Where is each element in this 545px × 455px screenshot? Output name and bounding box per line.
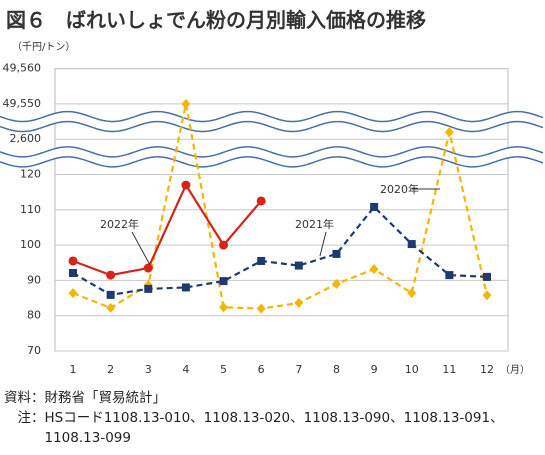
x-tick-label: 2 — [107, 363, 114, 376]
note-row: 注： HSコード1108.13-010、1108.13-020、1108.13-… — [4, 408, 542, 448]
marker — [444, 127, 454, 138]
marker — [407, 288, 417, 299]
marker — [106, 302, 116, 313]
x-tick-label: 11 — [442, 363, 456, 376]
marker — [370, 202, 379, 211]
y-tick-label: 90 — [27, 273, 41, 286]
marker — [483, 272, 491, 281]
x-tick-label: 4 — [182, 363, 189, 376]
series-line — [72, 182, 263, 277]
break-band — [0, 111, 543, 132]
marker — [407, 240, 416, 249]
y-tick-label: 120 — [20, 168, 41, 181]
marker — [219, 302, 229, 313]
x-unit: （月） — [500, 364, 530, 376]
marker — [181, 283, 190, 292]
chart-title: 図６ ばれいしょでん粉の月別輸入価格の推移 — [6, 8, 426, 32]
y-tick-label: 110 — [20, 203, 41, 216]
source: 資料：財務省「貿易統計」 — [4, 390, 166, 406]
y-unit: （千円/トン） — [12, 41, 75, 53]
marker — [219, 277, 228, 286]
x-tick-label: 8 — [333, 363, 340, 376]
x-tick-label: 3 — [145, 363, 152, 376]
y-tick-label: 49,560 — [3, 62, 42, 75]
y-tick-label: 80 — [27, 309, 41, 322]
x-tick-label: 7 — [295, 363, 302, 376]
notes: 資料：財務省「貿易統計」 注： HSコード1108.13-010、1108.13… — [4, 388, 542, 448]
break-band — [0, 146, 543, 167]
x-tick-label: 1 — [70, 363, 77, 376]
break-line — [0, 110, 544, 123]
marker — [219, 240, 229, 250]
y-tick-label: 100 — [20, 238, 41, 251]
marker — [294, 297, 304, 308]
y-tick-label: 70 — [27, 344, 41, 357]
series-line — [72, 103, 489, 310]
series-line — [72, 205, 488, 297]
leader-line — [131, 231, 151, 266]
series-label: 2020年 — [380, 182, 419, 196]
x-tick-label: 9 — [371, 363, 378, 376]
marker — [482, 290, 492, 301]
marker — [369, 264, 379, 275]
marker — [331, 278, 341, 289]
break-line — [0, 120, 544, 133]
leader-line — [319, 231, 327, 257]
marker — [106, 290, 115, 299]
chart: （千円/トン） （月） 7080901001101202,60049,55049… — [0, 41, 544, 376]
marker — [143, 263, 153, 273]
x-tick-label: 12 — [480, 363, 494, 376]
break-line — [0, 146, 544, 158]
break-line — [0, 156, 544, 168]
marker — [256, 303, 266, 314]
x-tick-label: 5 — [220, 363, 227, 376]
y-tick-label: 49,550 — [3, 97, 42, 110]
marker — [256, 196, 266, 206]
marker — [68, 288, 78, 299]
marker — [181, 180, 191, 190]
series-label: 2022年 — [100, 217, 139, 231]
marker — [257, 256, 266, 265]
series-label: 2021年 — [295, 217, 334, 231]
marker — [68, 256, 78, 266]
x-tick-label: 6 — [258, 363, 265, 376]
marker — [106, 270, 116, 280]
note-label: 注： — [4, 410, 45, 426]
x-tick-label: 10 — [405, 363, 419, 376]
y-tick-label: 2,600 — [10, 132, 42, 145]
marker — [144, 284, 153, 293]
marker — [294, 261, 303, 270]
marker — [69, 268, 77, 277]
marker — [445, 271, 454, 280]
note: HSコード1108.13-010、1108.13-020、1108.13-090… — [44, 410, 504, 446]
marker — [181, 98, 191, 109]
marker — [332, 249, 341, 258]
